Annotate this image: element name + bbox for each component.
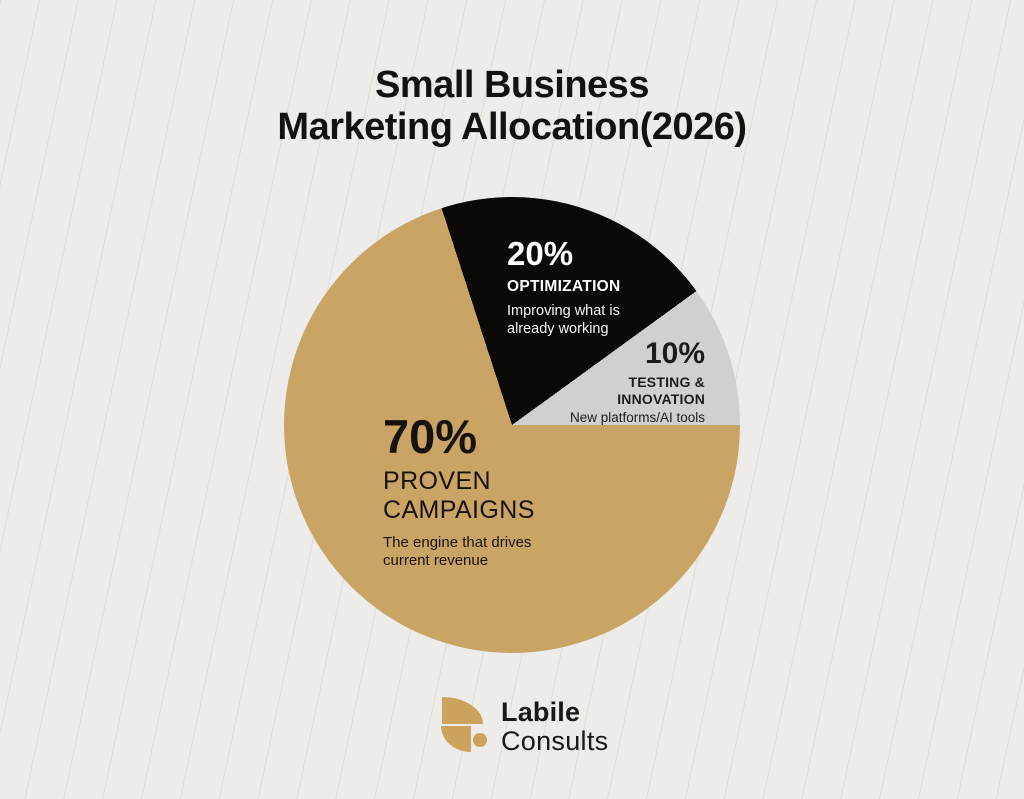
slice-name-testing: TESTING & INNOVATION [617,374,705,407]
slice-pct-testing: 10% [644,337,705,370]
slice-label-testing: 10% TESTING & INNOVATION New platforms/A… [569,337,705,426]
slice-pct-proven: 70% [383,410,478,463]
slice-desc-testing: New platforms/AI tools [569,410,705,426]
brand-logo: Labile Consults [440,695,608,756]
labile-logo-icon [440,695,488,753]
logo-petal-top-shape [442,697,483,724]
page-title: Small Business Marketing Allocation(2026… [277,64,747,148]
brand-name: Labile Consults [501,695,608,756]
slice-desc-optimization: Improving what is already working [507,303,620,338]
brand-name-line2: Consults [501,726,609,756]
slice-name-proven: PROVEN CAMPAIGNS [383,467,535,525]
slice-label-proven: 70% PROVEN CAMPAIGNS The engine that dri… [383,413,535,571]
slice-label-optimization: 20% OPTIMIZATION Improving what is alrea… [507,237,621,338]
logo-dot-shape [473,733,487,747]
slice-pct-optimization: 20% [507,235,574,272]
brand-name-line1: Labile [501,697,581,727]
logo-petal-bottom-shape [441,726,471,752]
slice-desc-proven: The engine that drives current revenue [383,533,532,570]
pie-chart [284,197,740,653]
slice-name-optimization: OPTIMIZATION [507,278,621,295]
